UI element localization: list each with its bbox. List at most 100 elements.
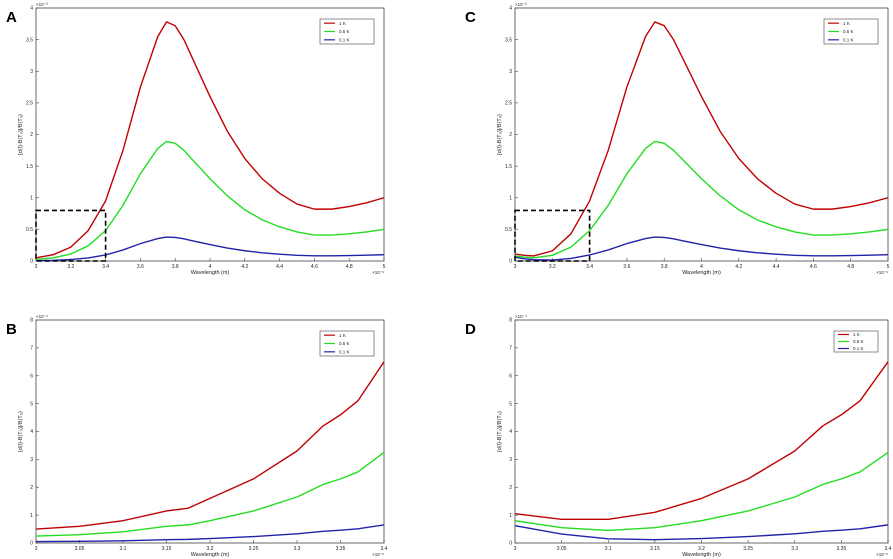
legend-label: 0.5 K bbox=[843, 29, 854, 34]
y-tick-label: 3 bbox=[30, 457, 33, 463]
panel-letter-a: A bbox=[6, 9, 17, 26]
x-tick-label: 3.2 bbox=[549, 264, 556, 270]
x-tick-label: 3.3 bbox=[791, 546, 798, 552]
y-tick-label: 0.5 bbox=[26, 227, 33, 233]
y-tick-label: 0 bbox=[509, 541, 512, 547]
x-tick-label: 3.05 bbox=[557, 546, 567, 552]
x-tick-label: 3.1 bbox=[120, 546, 127, 552]
y-tick-label: 3.5 bbox=[505, 37, 512, 43]
y-tick-label: 1 bbox=[30, 513, 33, 519]
y-tick-label: 8 bbox=[509, 318, 512, 324]
series-line-blue bbox=[35, 524, 385, 543]
x-tick-label: 3 bbox=[35, 264, 38, 270]
y-tick-label: 0.5 bbox=[505, 227, 512, 233]
legend: 1 K 0.5 K 0.1 K bbox=[319, 18, 375, 45]
y-axis-label: [d(I)-B(T₀)]/B(T₀) bbox=[497, 114, 503, 155]
series-line-blue bbox=[35, 236, 385, 262]
y-tick-label: 3.5 bbox=[26, 37, 33, 43]
x-tick-label: 4 bbox=[700, 264, 703, 270]
series-line-blue bbox=[514, 236, 889, 261]
legend-label: 1 K bbox=[339, 333, 346, 338]
y-tick-label: 5 bbox=[509, 401, 512, 407]
x-tick-label: 3.4 bbox=[586, 264, 593, 270]
x-tick-label: 3.4 bbox=[102, 264, 109, 270]
y-tick-label: 1.5 bbox=[26, 164, 33, 170]
chart-panel-b: 3 3.05 3.1 3.15 3.2 3.25 3.3 3.35 3.4012345678×1… bbox=[18, 314, 388, 558]
legend-label: 0.1 K bbox=[843, 37, 854, 42]
series-line-blue bbox=[514, 524, 889, 541]
y-tick-label: 3 bbox=[509, 69, 512, 75]
panel-letter-c: C bbox=[465, 9, 476, 26]
y-tick-label: 2.5 bbox=[505, 101, 512, 107]
x-tick-label: 3.2 bbox=[67, 264, 74, 270]
series-line-green bbox=[514, 140, 889, 259]
y-tick-label: 6 bbox=[30, 373, 33, 379]
y-tick-label: 4 bbox=[30, 6, 33, 12]
x-tick-label: 3.1 bbox=[605, 546, 612, 552]
x-tick-label: 3 bbox=[514, 264, 517, 270]
x-tick-label: 3.8 bbox=[661, 264, 668, 270]
chart-panel-a: 3 3.2 3.4 3.6 3.8 4 4.2 4.4 4.6 4.8 5 0 0.5 1 1.5 2 2.5 3… bbox=[18, 2, 386, 276]
x-tick-label: 3.35 bbox=[336, 546, 346, 552]
zoom-region-box bbox=[514, 209, 591, 262]
y-tick-label: 3 bbox=[509, 457, 512, 463]
x-tick-label: 3.05 bbox=[75, 546, 85, 552]
legend-label: 1 K bbox=[853, 332, 860, 337]
y-tick-label: 0 bbox=[30, 259, 33, 265]
y-tick-label: 3 bbox=[30, 69, 33, 75]
y-axis-exponent: ×10⁻³ bbox=[36, 2, 48, 7]
y-tick-label: 6 bbox=[509, 373, 512, 379]
y-axis-label: [d(I)-B(T₀)]/B(T₀) bbox=[18, 114, 24, 155]
x-axis-label: Wavelength (m) bbox=[191, 552, 230, 558]
x-tick-label: 4.4 bbox=[276, 264, 283, 270]
y-tick-label: 1 bbox=[509, 195, 512, 201]
x-tick-label: 3.8 bbox=[172, 264, 179, 270]
series-line-red bbox=[35, 21, 385, 259]
x-tick-label: 3.6 bbox=[137, 264, 144, 270]
y-tick-label: 2 bbox=[509, 132, 512, 138]
legend-label: 0.1 K bbox=[853, 346, 864, 351]
y-tick-label: 4 bbox=[509, 429, 512, 435]
x-axis-exponent: ×10⁻⁶ bbox=[876, 270, 888, 275]
series-line-green bbox=[514, 451, 889, 532]
x-tick-label: 4.2 bbox=[241, 264, 248, 270]
legend: 1 K 0.5 K 0.1 K bbox=[833, 330, 879, 353]
series-line-red bbox=[35, 361, 385, 530]
x-tick-label: 3 bbox=[35, 546, 38, 552]
x-tick-label: 3.4 bbox=[381, 546, 388, 552]
y-tick-label: 4 bbox=[30, 429, 33, 435]
y-tick-label: 2 bbox=[30, 485, 33, 491]
x-tick-label: 3.25 bbox=[743, 546, 753, 552]
x-axis-exponent: ×10⁻⁶ bbox=[372, 270, 384, 275]
y-axis-exponent: ×10⁻³ bbox=[515, 2, 527, 7]
y-axis-exponent: ×10⁻⁴ bbox=[515, 314, 527, 319]
y-tick-label: 1.5 bbox=[505, 164, 512, 170]
x-axis-label: Wavelength (m) bbox=[191, 270, 230, 276]
x-tick-label: 3.4 bbox=[885, 546, 892, 552]
y-tick-label: 1 bbox=[30, 195, 33, 201]
x-tick-label: 3 bbox=[514, 546, 517, 552]
x-tick-label: 4.6 bbox=[810, 264, 817, 270]
x-axis-exponent: ×10⁻⁶ bbox=[372, 552, 384, 557]
chart-group: 3 3.2 3.4 3.6 3.8 4 4.2 4.4 4.6 4.8 5 0 0.5 1 1.5 2 2.5 3… bbox=[18, 2, 892, 558]
y-tick-label: 1 bbox=[509, 513, 512, 519]
legend: 1 K 0.5 K 0.1 K bbox=[319, 330, 375, 357]
x-tick-label: 3.25 bbox=[249, 546, 259, 552]
x-tick-label: 5 bbox=[887, 264, 890, 270]
x-tick-label: 4.8 bbox=[346, 264, 353, 270]
panel-letter-d: D bbox=[465, 321, 476, 338]
y-tick-label: 2.5 bbox=[26, 101, 33, 107]
zoom-region-box bbox=[35, 209, 107, 262]
legend-label: 0.1 K bbox=[339, 349, 350, 354]
x-tick-label: 3.2 bbox=[698, 546, 705, 552]
y-axis-label: [d(I)-B(T₀)]/B(T₀) bbox=[18, 411, 24, 452]
y-tick-label: 7 bbox=[30, 346, 33, 352]
y-axis-exponent: ×10⁻⁴ bbox=[36, 314, 48, 319]
x-tick-label: 3.35 bbox=[837, 546, 847, 552]
legend: 1 K 0.5 K 0.1 K bbox=[823, 18, 879, 45]
panel-letter-b: B bbox=[6, 321, 17, 338]
y-axis-label: [d(I)-B(T₀)]/B(T₀) bbox=[497, 411, 503, 452]
x-tick-label: 3.2 bbox=[207, 546, 214, 552]
x-tick-label: 4.6 bbox=[311, 264, 318, 270]
